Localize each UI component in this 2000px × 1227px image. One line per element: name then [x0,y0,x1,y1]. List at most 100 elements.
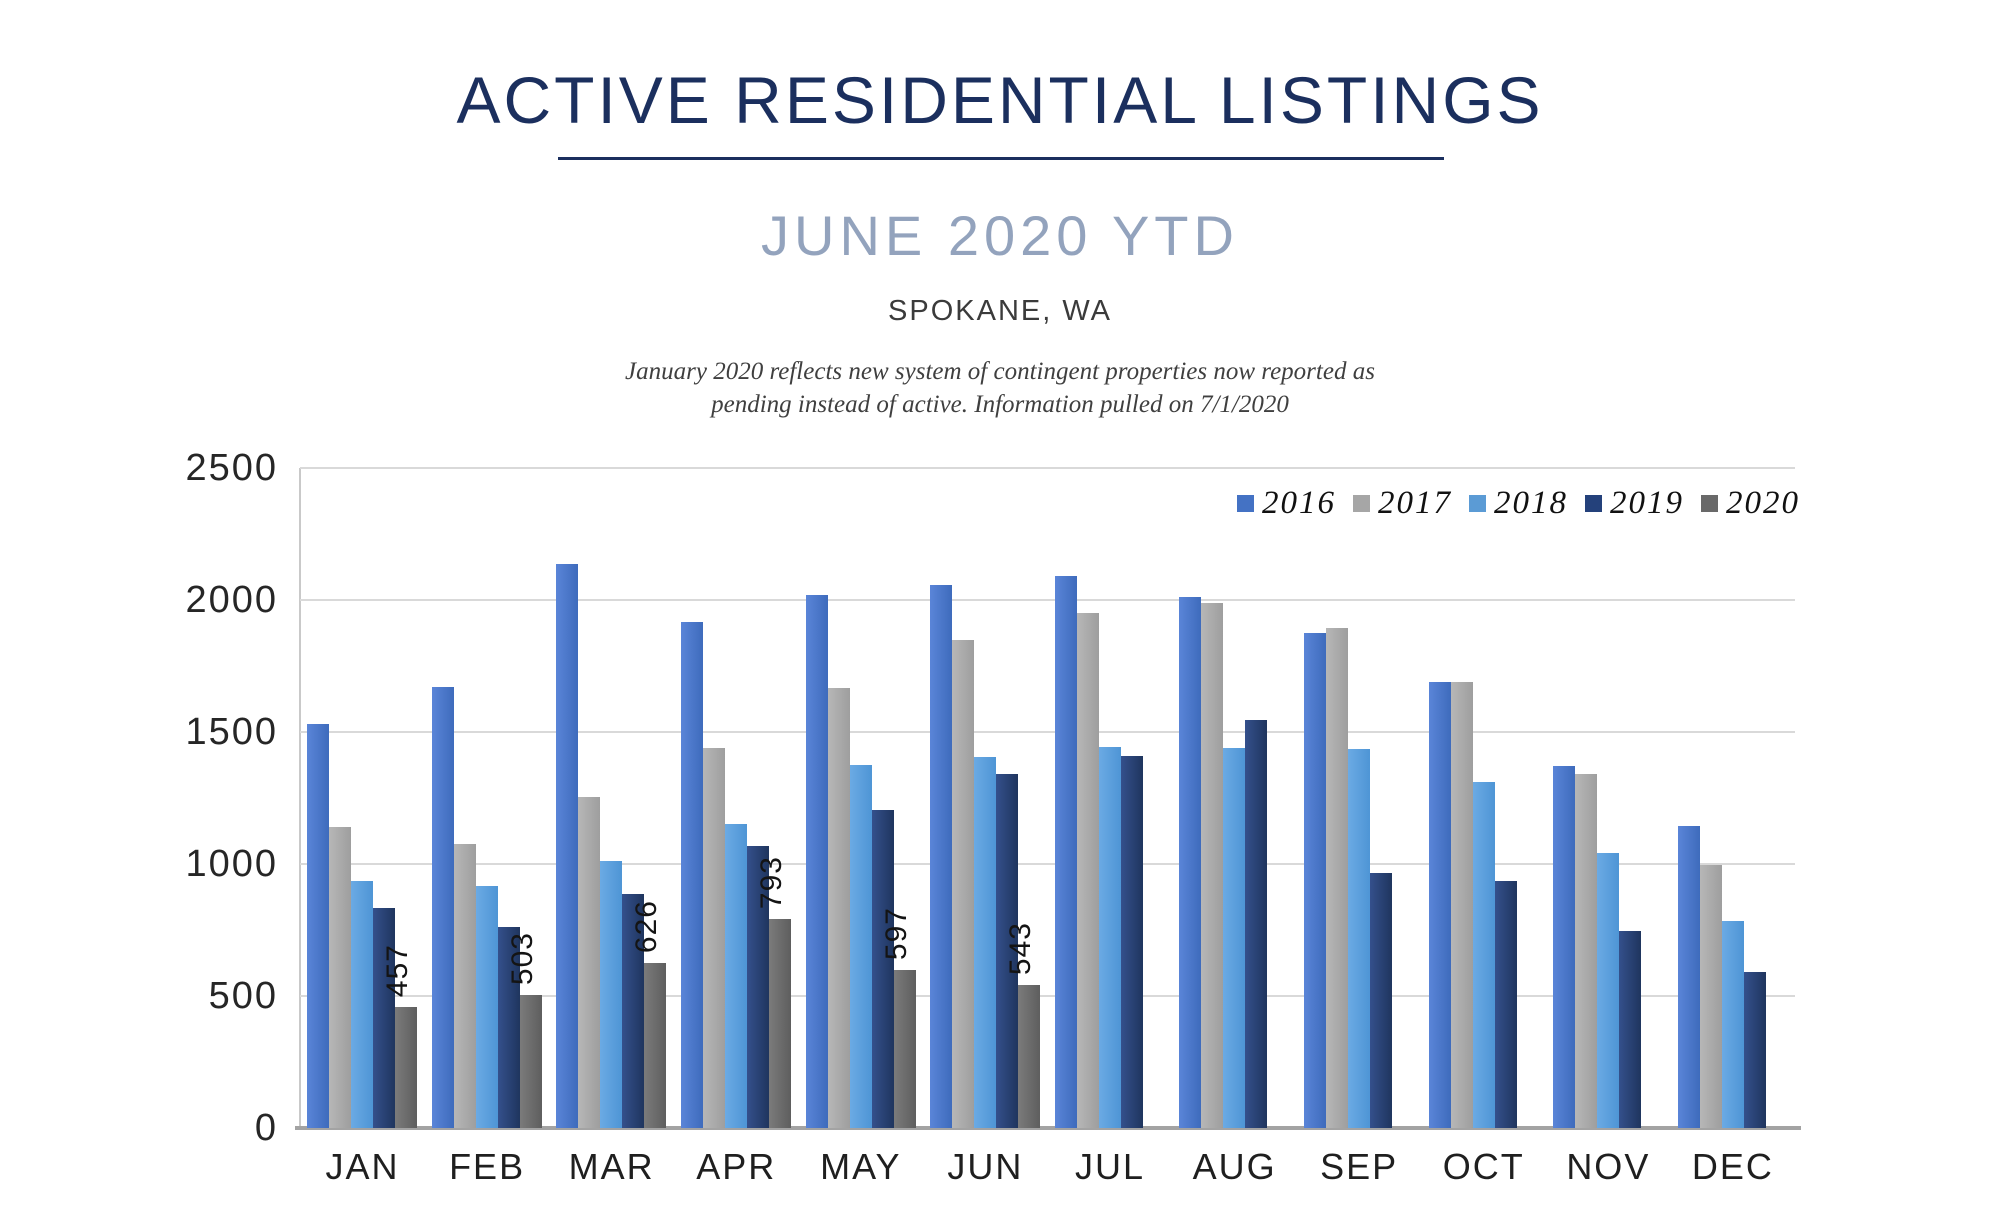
x-tick-feb: FEB [449,1146,526,1187]
bar-group-sep [1297,468,1422,1128]
bar-2018-jan [351,881,374,1128]
bar-2020-apr [769,918,792,1128]
bar-2020-mar [644,962,667,1128]
bar-col-2018-dec [1721,468,1744,1128]
data-label-2020-mar: 626 [630,899,664,953]
bar-2020-jun [1018,984,1041,1128]
bar-group-mar: 626 [549,468,674,1128]
bar-col-2020-oct [1517,468,1539,1128]
bar-2017-jun [952,639,975,1128]
bar-2019-sep [1369,873,1392,1128]
bar-2016-nov [1553,766,1576,1128]
bar-col-2020-apr: 793 [755,468,792,1128]
plot-area: 457 503 626 793 597 543 [295,467,1801,1130]
x-tick-jan: JAN [325,1146,400,1187]
bar-2018-feb [475,886,498,1128]
bar-col-2016-jan [307,468,330,1128]
bar-col-2016-apr [681,468,704,1128]
bar-col-2018-feb [475,468,498,1128]
x-tick-apr: APR [696,1146,777,1187]
bar-2019-dec [1743,972,1766,1128]
bar-col-2020-may: 597 [880,468,916,1128]
y-tick-500: 500 [208,975,278,1017]
bar-2016-sep [1303,633,1326,1128]
bar-col-2019-jan [373,468,396,1128]
bar-group-aug [1172,468,1297,1128]
legend-item-2019: 2019 [1585,485,1684,522]
legend-item-2016: 2016 [1237,485,1336,522]
page-location: SPOKANE, WA [888,295,1112,327]
legend-label-2018: 2018 [1494,485,1568,521]
data-label-2020-may: 597 [879,907,913,961]
bar-col-2016-jul [1054,468,1077,1128]
bar-col-2017-dec [1699,468,1722,1128]
bar-col-2020-jun: 543 [1004,468,1041,1128]
legend-label-2016: 2016 [1262,485,1336,521]
bar-col-2017-jul [1076,468,1099,1128]
y-axis-line [299,468,301,1128]
bar-group-jun: 543 [923,468,1048,1128]
bar-2019-may [871,809,894,1128]
bar-col-2019-jul [1120,468,1143,1128]
x-tick-nov: NOV [1566,1146,1651,1187]
bar-col-2018-jun [974,468,997,1128]
bar-col-2019-feb [497,468,520,1128]
bar-col-2019-mar [622,468,645,1128]
bar-group-apr: 793 [674,468,799,1128]
bar-2017-sep [1325,627,1348,1128]
bar-2016-dec [1677,825,1700,1128]
bar-col-2016-oct [1428,468,1451,1128]
bar-col-2018-mar [600,468,623,1128]
bar-col-2017-nov [1575,468,1598,1128]
bar-col-2019-jun [996,468,1019,1128]
bar-group-oct [1421,468,1546,1128]
bar-col-2018-may [849,468,872,1128]
bar-2018-oct [1472,782,1495,1128]
bar-2018-sep [1347,749,1370,1128]
legend-swatch-2018 [1469,495,1486,512]
x-tick-may: MAY [820,1146,902,1187]
page-note: January 2020 reflects new system of cont… [0,355,2000,421]
bar-2016-oct [1428,681,1451,1128]
bar-col-2016-jun [930,468,953,1128]
bar-col-2019-apr [747,468,770,1128]
x-tick-sep: SEP [1320,1146,1399,1187]
legend-item-2018: 2018 [1469,485,1568,522]
y-tick-1500: 1500 [185,711,278,753]
x-tick-jul: JUL [1074,1146,1146,1187]
bar-2016-jul [1054,576,1077,1128]
bar-2019-aug [1245,720,1268,1128]
bar-2017-oct [1450,681,1473,1128]
bar-2018-dec [1721,920,1744,1128]
bar-group-dec [1670,468,1795,1128]
bar-col-2016-may [805,468,828,1128]
bar-col-2017-jan [329,468,352,1128]
bar-col-2016-nov [1553,468,1576,1128]
bar-2017-apr [703,747,726,1128]
y-tick-2000: 2000 [185,579,278,621]
bar-2018-jul [1098,746,1121,1128]
bar-col-2017-sep [1325,468,1348,1128]
bar-2020-may [893,970,916,1128]
bar-2019-mar [622,894,645,1128]
gridline-1500 [300,731,1795,733]
note-line-1: January 2020 reflects new system of cont… [625,358,1375,385]
bar-2019-jun [996,774,1019,1128]
bar-2017-nov [1575,774,1598,1128]
bar-col-2019-dec [1743,468,1766,1128]
bar-2019-jul [1120,755,1143,1128]
bar-group-jul [1048,468,1173,1128]
gridline-500 [300,995,1795,997]
bar-col-2019-sep [1369,468,1392,1128]
x-tick-aug: AUG [1192,1146,1277,1187]
bar-2017-aug [1201,602,1224,1128]
bar-2018-mar [600,861,623,1128]
legend-swatch-2016 [1237,495,1254,512]
bar-col-2016-dec [1677,468,1700,1128]
bar-col-2017-may [827,468,850,1128]
bar-2019-nov [1619,931,1642,1128]
data-label-2020-feb: 503 [505,932,539,986]
bar-col-2018-jan [351,468,374,1128]
gridline-2000 [300,599,1795,601]
